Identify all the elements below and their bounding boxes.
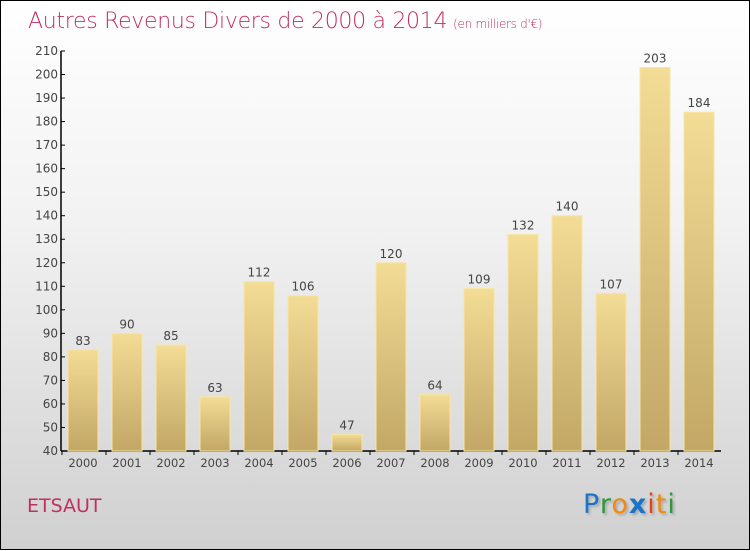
data-label: 120	[380, 247, 403, 261]
y-tick-label: 60	[43, 397, 58, 411]
x-tick-label: 2008	[420, 456, 449, 470]
y-tick-label: 80	[43, 350, 58, 364]
y-tick-label: 120	[35, 256, 58, 270]
y-tick-label: 70	[43, 373, 58, 387]
x-tick-label: 2000	[68, 456, 97, 470]
data-label: 64	[427, 379, 442, 393]
x-tick-label: 2005	[288, 456, 317, 470]
y-tick-label: 40	[43, 444, 58, 458]
bar-2011	[551, 215, 583, 452]
bar-2007	[375, 262, 407, 452]
data-label: 83	[75, 334, 90, 348]
bar-2002	[155, 344, 187, 452]
data-label: 107	[600, 277, 623, 291]
y-tick-label: 130	[35, 232, 58, 246]
bar-2009	[463, 288, 495, 452]
bar-2001	[111, 332, 143, 452]
data-label: 85	[163, 329, 178, 343]
bar-2000	[67, 349, 99, 452]
y-tick-label: 170	[35, 138, 58, 152]
data-label: 140	[556, 200, 579, 214]
data-label: 184	[688, 96, 711, 110]
data-label: 112	[248, 266, 271, 280]
x-tick-label: 2011	[552, 456, 581, 470]
y-tick-label: 150	[35, 185, 58, 199]
bar-2012	[595, 292, 627, 452]
place-name: ETSAUT	[27, 495, 102, 517]
y-tick-label: 140	[35, 209, 58, 223]
title-text: Autres Revenus Divers de 2000 à 2014	[28, 9, 448, 34]
y-tick-label: 180	[35, 115, 58, 129]
y-tick-label: 110	[35, 279, 58, 293]
data-label: 90	[119, 317, 134, 331]
y-tick-label: 200	[35, 68, 58, 82]
x-tick-label: 2004	[244, 456, 273, 470]
data-label: 109	[468, 273, 491, 287]
chart-title: Autres Revenus Divers de 2000 à 2014 (en …	[28, 9, 542, 34]
bar-2008	[419, 394, 451, 452]
x-tick-label: 2006	[332, 456, 361, 470]
data-label: 132	[512, 219, 535, 233]
x-tick-label: 2014	[684, 456, 713, 470]
bar-2014	[683, 111, 715, 452]
bar-2010	[507, 234, 539, 452]
y-tick-label: 100	[35, 303, 58, 317]
data-label: 106	[292, 280, 315, 294]
x-tick-label: 2001	[112, 456, 141, 470]
chart-subtitle: (en milliers d'€)	[453, 17, 543, 31]
x-tick-label: 2013	[640, 456, 669, 470]
bar-2003	[199, 396, 231, 452]
x-tick-label: 2007	[376, 456, 405, 470]
bar-2006	[331, 434, 363, 452]
data-label: 47	[339, 419, 354, 433]
proxiti-logo[interactable]: Proxiti	[583, 489, 676, 520]
y-tick-label: 90	[43, 326, 58, 340]
bar-2013	[639, 66, 671, 452]
y-tick-label: 190	[35, 91, 58, 105]
x-tick-label: 2002	[156, 456, 185, 470]
x-tick-label: 2003	[200, 456, 229, 470]
y-tick-label: 210	[35, 44, 58, 58]
y-tick-label: 160	[35, 162, 58, 176]
data-label: 203	[644, 51, 667, 65]
x-tick-label: 2012	[596, 456, 625, 470]
y-tick-label: 50	[43, 420, 58, 434]
bar-2004	[243, 281, 275, 452]
x-tick-label: 2009	[464, 456, 493, 470]
bar-2005	[287, 295, 319, 452]
data-label: 63	[207, 381, 222, 395]
x-tick-label: 2010	[508, 456, 537, 470]
